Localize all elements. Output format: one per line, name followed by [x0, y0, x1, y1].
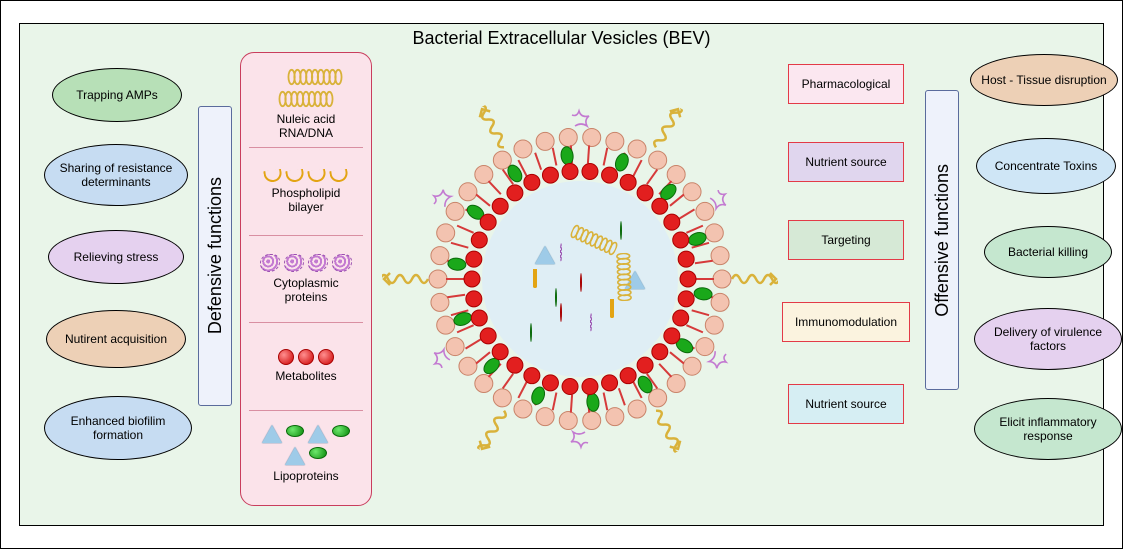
lipoprotein-oval-icon [620, 222, 622, 240]
defensive-ellipse: Relieving stress [48, 230, 184, 284]
vesicle-coil-spike-icon [382, 264, 430, 289]
vesicle-curly-appendage-icon [570, 103, 597, 129]
phospholipid-icon [533, 269, 537, 287]
legend-row: Cytoplasmic proteins [249, 235, 363, 322]
offensive-box: Nutrient source [788, 384, 904, 424]
offensive-functions-label: Offensive functions [932, 164, 953, 317]
offensive-ellipse: Bacterial killing [984, 226, 1112, 278]
metabolite-icon [580, 274, 582, 292]
offensive-ellipse: Elicit inflammatory response [974, 398, 1122, 460]
metabolite-icon [560, 304, 562, 322]
defensive-functions-heading: Defensive functions [198, 106, 232, 406]
legend-row: Phospholipid bilayer [249, 147, 363, 234]
offensive-ellipse: Delivery of virulence factors [974, 308, 1122, 370]
figure-panel: Bacterial Extracellular Vesicles (BEV) T… [19, 23, 1104, 526]
nucleic-acid-icon [600, 269, 648, 290]
legend-row: Nuleic acid RNA/DNA [249, 61, 363, 147]
figure-title: Bacterial Extracellular Vesicles (BEV) [412, 28, 710, 49]
offensive-ellipse: Concentrate Toxins [976, 138, 1116, 194]
lipoprotein-oval-icon [530, 324, 532, 342]
nucleic-acid-icon [570, 232, 618, 253]
defensive-ellipse: Sharing of resistance determinants [44, 144, 188, 206]
cytoplasmic-protein-icon [590, 314, 592, 332]
legend-row-label: Phospholipid bilayer [253, 186, 359, 214]
vesicle-diagram [415, 114, 745, 444]
legend-row-icons [253, 425, 359, 465]
offensive-box: Immunomodulation [782, 302, 910, 342]
legend-row-label: Lipoproteins [273, 469, 338, 483]
legend-row-label: Cytoplasmic proteins [253, 276, 359, 304]
legend-row-icons [260, 254, 352, 272]
legend-row-icons [253, 68, 359, 108]
lipoprotein-icon [535, 229, 555, 247]
offensive-functions-heading: Offensive functions [925, 90, 959, 390]
defensive-ellipse: Trapping AMPs [52, 68, 182, 122]
lipoprotein-oval-icon [555, 289, 557, 307]
legend-panel: Nuleic acid RNA/DNA Phospholipid bilayer C… [240, 52, 372, 506]
figure-canvas: Bacterial Extracellular Vesicles (BEV) T… [0, 0, 1123, 549]
offensive-box: Targeting [788, 220, 904, 260]
defensive-ellipse: Enhanced biofilim formation [44, 396, 192, 460]
vesicle-coil-spike-icon [730, 269, 778, 294]
offensive-box: Nutrient source [788, 142, 904, 182]
defensive-ellipse: Nutirent acquisition [46, 310, 186, 368]
legend-row: Lipoproteins [249, 410, 363, 497]
legend-row: Metabolites [249, 322, 363, 409]
legend-row-label: Nuleic acid RNA/DNA [253, 112, 359, 140]
legend-row-icons [278, 349, 334, 365]
vesicle-curly-appendage-icon [563, 429, 590, 455]
legend-row-label: Metabolites [275, 369, 336, 383]
offensive-ellipse: Host - Tissue disruption [970, 54, 1118, 106]
defensive-functions-label: Defensive functions [205, 177, 226, 334]
offensive-box: Pharmacological [788, 64, 904, 104]
phospholipid-icon [610, 299, 614, 317]
cytoplasmic-protein-icon [560, 244, 562, 262]
legend-row-icons [264, 170, 348, 182]
